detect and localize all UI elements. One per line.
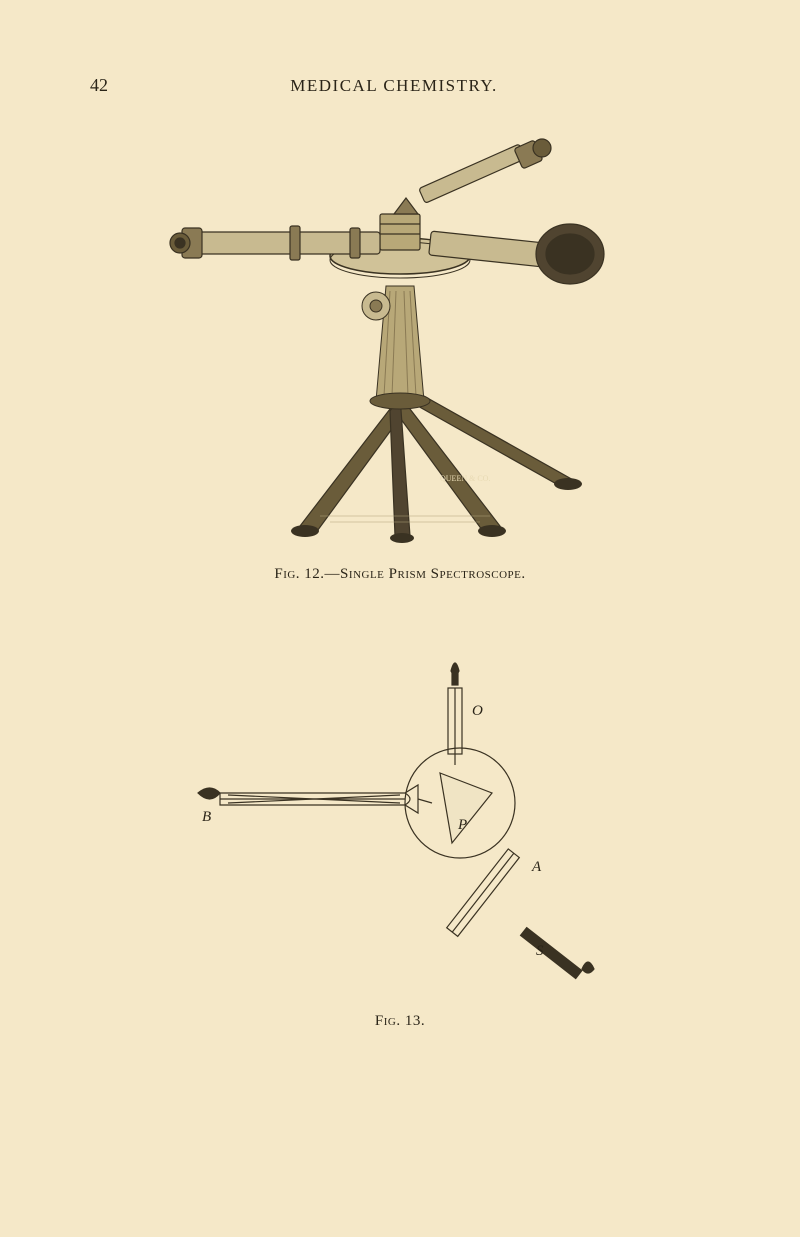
spectroscope-engraving: QUEEN & CO. [140, 136, 660, 556]
label-S: S [536, 943, 544, 959]
figure-13-caption: Fig. 13. [90, 1013, 710, 1030]
figure-13-block: O P A B S Fig. 13. [90, 643, 710, 1030]
label-P: P [457, 817, 467, 833]
figure-12-caption: Fig. 12.—Single Prism Spectroscope. [90, 566, 710, 583]
figure-12-block: QUEEN & CO. Fig. 12.—Single Prism Spectr… [90, 136, 710, 583]
svg-text:QUEEN & CO.: QUEEN & CO. [440, 474, 490, 483]
label-B: B [202, 809, 211, 825]
header-row: 42 MEDICAL CHEMISTRY. [90, 75, 710, 96]
label-O: O [472, 703, 483, 719]
spectroscope-ray-diagram: O P A B S [180, 643, 620, 1003]
page: 42 MEDICAL CHEMISTRY. [0, 0, 800, 1237]
running-head: MEDICAL CHEMISTRY. [78, 76, 710, 96]
label-A: A [531, 859, 542, 875]
